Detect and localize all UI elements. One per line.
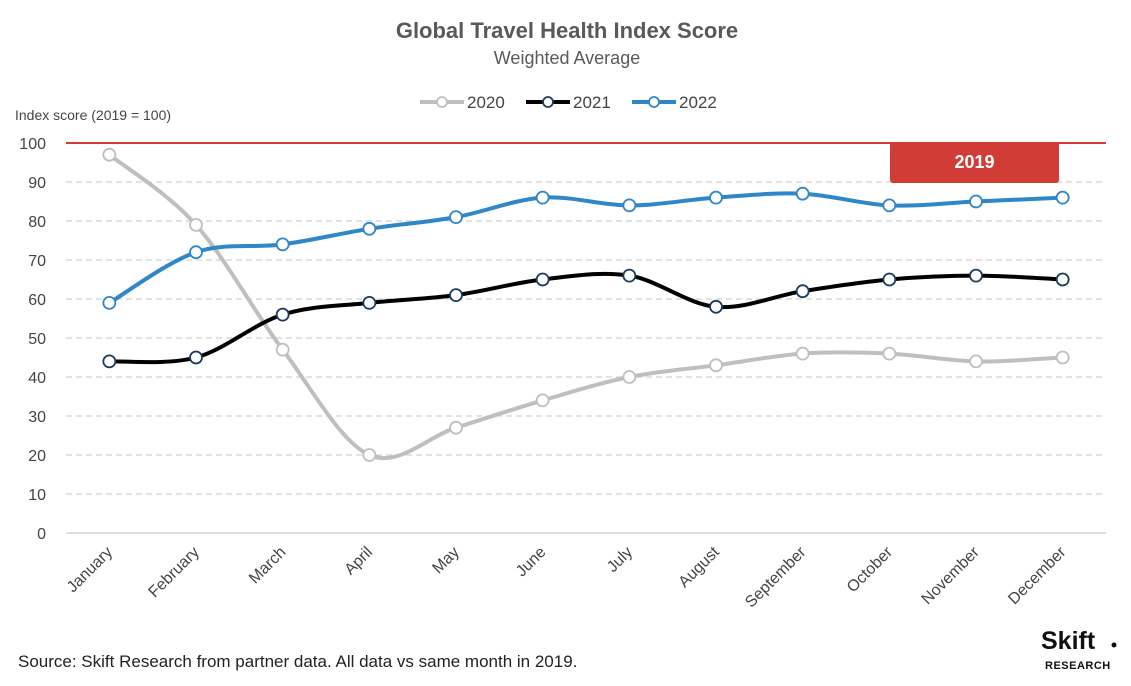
legend-marker (436, 96, 448, 108)
data-point-2022 (535, 190, 550, 205)
data-point-2021 (1055, 272, 1070, 287)
data-point-2022 (449, 210, 463, 225)
legend-label: 2021 (573, 93, 611, 112)
legend-item-2020: 2020 (420, 93, 505, 112)
legend-marker (648, 96, 660, 108)
series-2020 (102, 147, 1070, 462)
x-tick-label: December (1005, 543, 1070, 608)
data-point-2021 (102, 354, 117, 369)
source-note: Source: Skift Research from partner data… (18, 652, 577, 671)
data-point-2022 (882, 198, 897, 213)
data-point-2021 (709, 299, 723, 314)
data-point-2021 (969, 268, 983, 283)
data-point-2022 (1055, 190, 1070, 205)
legend: 2020 2021 2022 (420, 93, 717, 112)
series-line-2021 (107, 271, 1065, 365)
x-tick-label: August (676, 543, 724, 591)
x-tick-label: May (429, 544, 462, 577)
legend-item-2021: 2021 (526, 93, 611, 112)
reference-line-group: 2019 (66, 142, 1106, 183)
y-tick-label: 30 (28, 409, 46, 426)
data-point-2020 (102, 147, 117, 162)
y-tick-label: 10 (28, 487, 46, 504)
x-tick-label: April (342, 544, 377, 579)
x-tick-label: January (64, 544, 116, 596)
data-point-2021 (449, 288, 463, 303)
data-point-2020 (1055, 350, 1070, 365)
data-point-2022 (102, 295, 117, 310)
data-point-2020 (969, 354, 983, 369)
logo-subtext: RESEARCH (1045, 660, 1111, 672)
reference-label-box (890, 142, 1059, 183)
x-axis-ticks: January February March April May June July Augu… (64, 543, 1070, 611)
legend-marker (542, 96, 554, 108)
y-axis-ticks: 0 10 20 30 40 50 60 70 80 90 100 (19, 136, 46, 543)
y-axis-title: Index score (2019 = 100) (15, 107, 171, 123)
gridlines (66, 181, 1106, 534)
y-tick-label: 80 (28, 214, 46, 231)
x-tick-label: October (844, 543, 897, 596)
chart-title: Global Travel Health Index Score (396, 18, 738, 43)
data-point-2021 (882, 272, 897, 287)
x-tick-label: February (146, 544, 203, 601)
legend-item-2022: 2022 (632, 93, 717, 112)
data-point-2020 (882, 346, 897, 361)
data-point-2020 (709, 358, 723, 373)
reference-label: 2019 (954, 152, 994, 172)
skift-logo: Skift RESEARCH (1041, 627, 1117, 672)
y-tick-label: 40 (28, 370, 46, 387)
data-point-2021 (189, 350, 203, 365)
data-point-2020 (622, 370, 637, 384)
data-point-2022 (189, 245, 203, 260)
data-point-2022 (362, 221, 377, 236)
series-2021 (102, 268, 1070, 369)
y-tick-label: 90 (28, 175, 46, 192)
data-point-2021 (622, 268, 637, 283)
y-tick-label: 70 (28, 253, 46, 270)
logo-wordmark: Skift (1041, 627, 1096, 655)
legend-label: 2022 (679, 93, 717, 112)
data-point-2021 (362, 295, 377, 310)
x-tick-label: September (742, 543, 810, 611)
logo-dot-icon (1111, 642, 1117, 648)
data-point-2020 (795, 346, 810, 361)
data-point-2022 (795, 186, 810, 201)
data-point-2020 (535, 393, 550, 408)
data-point-2021 (535, 272, 550, 287)
data-point-2022 (275, 237, 290, 252)
series-line-2022 (107, 191, 1065, 305)
data-point-2020 (275, 342, 290, 357)
legend-label: 2020 (467, 93, 505, 112)
y-tick-label: 60 (28, 292, 46, 309)
data-point-2022 (709, 190, 723, 205)
series-group (102, 147, 1070, 462)
data-point-2020 (449, 420, 463, 435)
chart-subtitle: Weighted Average (494, 48, 640, 68)
y-tick-label: 0 (37, 526, 46, 543)
data-point-2022 (622, 198, 637, 213)
x-tick-label: November (919, 543, 984, 608)
y-tick-label: 50 (28, 331, 46, 348)
data-point-2021 (795, 284, 810, 299)
x-tick-label: July (604, 544, 636, 576)
series-2022 (102, 186, 1070, 310)
data-point-2020 (362, 448, 377, 462)
data-point-2022 (969, 194, 983, 209)
x-tick-label: June (513, 544, 550, 581)
y-tick-label: 100 (19, 136, 46, 153)
y-tick-label: 20 (28, 448, 46, 465)
data-point-2021 (275, 307, 290, 322)
x-tick-label: March (246, 544, 289, 587)
data-point-2020 (189, 217, 203, 232)
